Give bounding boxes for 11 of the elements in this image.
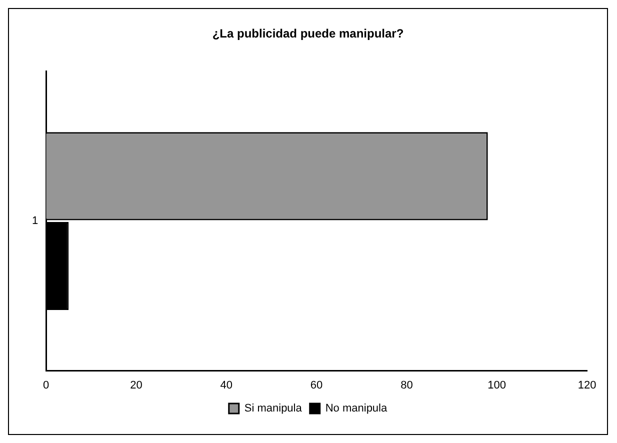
legend-label: No manipula	[325, 402, 388, 415]
x-tick-label: 20	[130, 379, 142, 392]
legend-label: Si manipula	[244, 402, 303, 415]
x-tick-label: 40	[220, 379, 233, 392]
chart-title: ¿La publicidad puede manipular?	[212, 26, 404, 41]
x-tick-label: 80	[400, 379, 413, 392]
x-tick-label: 100	[488, 379, 506, 392]
x-tick-label: 0	[43, 379, 50, 392]
x-tick-label: 60	[310, 379, 323, 392]
x-tick-label: 120	[578, 379, 596, 392]
y-tick-label: 1	[32, 215, 38, 228]
